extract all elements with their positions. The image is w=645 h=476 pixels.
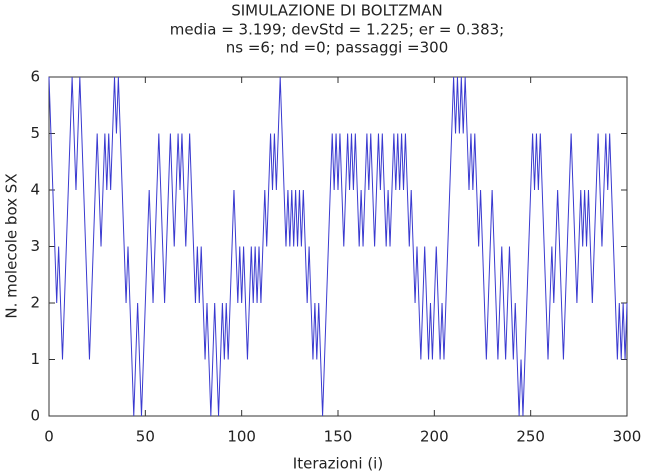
chart-subtitle: media = 3.199; devStd = 1.225; er = 0.38… <box>170 21 505 39</box>
x-tick-label: 150 <box>324 428 353 446</box>
x-tick-label: 100 <box>227 428 256 446</box>
x-tick-label: 300 <box>613 428 642 446</box>
y-tick-label: 2 <box>30 294 40 312</box>
y-axis-label: N. molecole box SX <box>3 173 21 318</box>
y-tick-label: 3 <box>30 237 40 255</box>
x-tick-label: 0 <box>44 428 54 446</box>
x-tick-label: 200 <box>420 428 449 446</box>
y-tick-label: 0 <box>30 407 40 425</box>
y-tick-label: 1 <box>30 350 40 368</box>
chart-title: SIMULAZIONE DI BOLTZMAN <box>231 2 443 20</box>
x-axis-label: Iterazioni (i) <box>293 455 383 473</box>
x-tick-label: 250 <box>516 428 545 446</box>
y-tick-label: 5 <box>30 124 40 142</box>
y-tick-label: 6 <box>30 68 40 86</box>
chart-subtitle: ns =6; nd =0; passaggi =300 <box>226 39 448 57</box>
data-line <box>48 76 628 417</box>
y-tick-label: 4 <box>30 181 40 199</box>
x-tick-label: 50 <box>136 428 155 446</box>
